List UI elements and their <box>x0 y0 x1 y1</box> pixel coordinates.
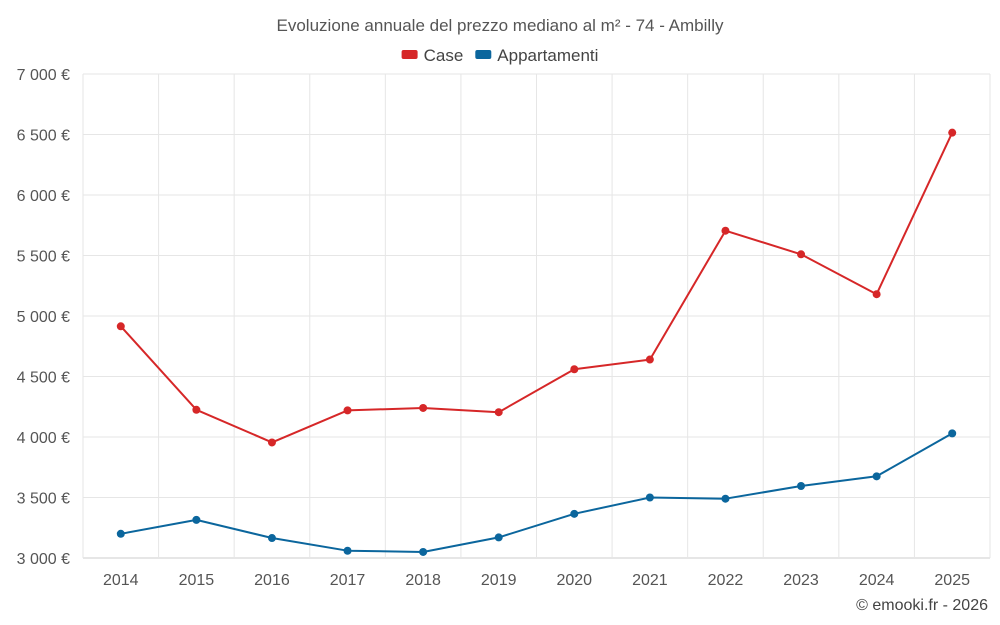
x-tick-label: 2023 <box>783 572 819 589</box>
data-point-case[interactable] <box>797 250 806 259</box>
data-point-case[interactable] <box>721 226 730 235</box>
series-line-appartamenti <box>120 432 953 553</box>
y-tick-label: 5 000 € <box>17 309 70 326</box>
x-tick-label: 2015 <box>179 572 215 589</box>
legend-label: Appartamenti <box>497 46 598 65</box>
data-point-appartamenti[interactable] <box>721 494 730 503</box>
y-tick-label: 5 500 € <box>17 249 70 266</box>
y-tick-label: 3 500 € <box>17 491 70 508</box>
series <box>116 128 957 556</box>
x-tick-label: 2025 <box>934 572 970 589</box>
series-line-case <box>120 132 954 444</box>
y-tick-label: 3 000 € <box>17 551 70 568</box>
x-tick-label: 2016 <box>254 572 290 589</box>
data-point-case[interactable] <box>267 438 276 447</box>
data-point-case[interactable] <box>192 405 201 414</box>
data-point-case[interactable] <box>645 355 654 364</box>
grid <box>82 73 991 559</box>
y-tick-label: 7 000 € <box>17 67 70 84</box>
data-point-appartamenti[interactable] <box>570 509 579 518</box>
data-point-case[interactable] <box>494 408 503 417</box>
axes: 3 000 € 3 500 € 4 000 € 4 500 € 5 000 € 5 500… <box>17 67 970 589</box>
x-tick-label: 2020 <box>556 572 592 589</box>
data-point-appartamenti[interactable] <box>645 493 654 502</box>
data-point-case[interactable] <box>343 406 352 415</box>
data-point-appartamenti[interactable] <box>419 547 428 556</box>
y-tick-label: 6 500 € <box>17 128 70 145</box>
data-point-appartamenti[interactable] <box>192 515 201 524</box>
legend-item-appartamenti[interactable]: Appartamenti <box>475 46 598 65</box>
legend: Case Appartamenti <box>401 46 598 65</box>
legend-swatch <box>401 50 418 59</box>
x-tick-label: 2018 <box>405 572 441 589</box>
data-point-appartamenti[interactable] <box>267 534 276 543</box>
x-tick-label: 2021 <box>632 572 668 589</box>
data-point-case[interactable] <box>570 365 579 374</box>
y-tick-label: 4 500 € <box>17 370 70 387</box>
chart-title: Evoluzione annuale del prezzo mediano al… <box>277 16 724 35</box>
legend-item-case[interactable]: Case <box>401 46 464 65</box>
credit-text: © emooki.fr - 2026 <box>856 597 988 614</box>
data-point-case[interactable] <box>116 322 125 331</box>
data-point-appartamenti[interactable] <box>343 546 352 555</box>
x-tick-label: 2017 <box>330 572 366 589</box>
y-tick-label: 4 000 € <box>17 430 70 447</box>
x-tick-label: 2024 <box>859 572 895 589</box>
data-point-appartamenti[interactable] <box>872 472 881 481</box>
x-tick-label: 2022 <box>708 572 744 589</box>
data-point-case[interactable] <box>872 290 881 299</box>
data-point-appartamenti[interactable] <box>797 482 806 491</box>
x-tick-label: 2014 <box>103 572 139 589</box>
x-tick-label: 2019 <box>481 572 517 589</box>
data-point-case[interactable] <box>948 128 957 137</box>
legend-label: Case <box>424 46 464 65</box>
y-tick-label: 6 000 € <box>17 188 70 205</box>
data-point-appartamenti[interactable] <box>948 429 957 438</box>
data-point-case[interactable] <box>419 403 428 412</box>
data-point-appartamenti[interactable] <box>116 529 125 538</box>
legend-swatch <box>475 50 492 59</box>
data-point-appartamenti[interactable] <box>494 533 503 542</box>
